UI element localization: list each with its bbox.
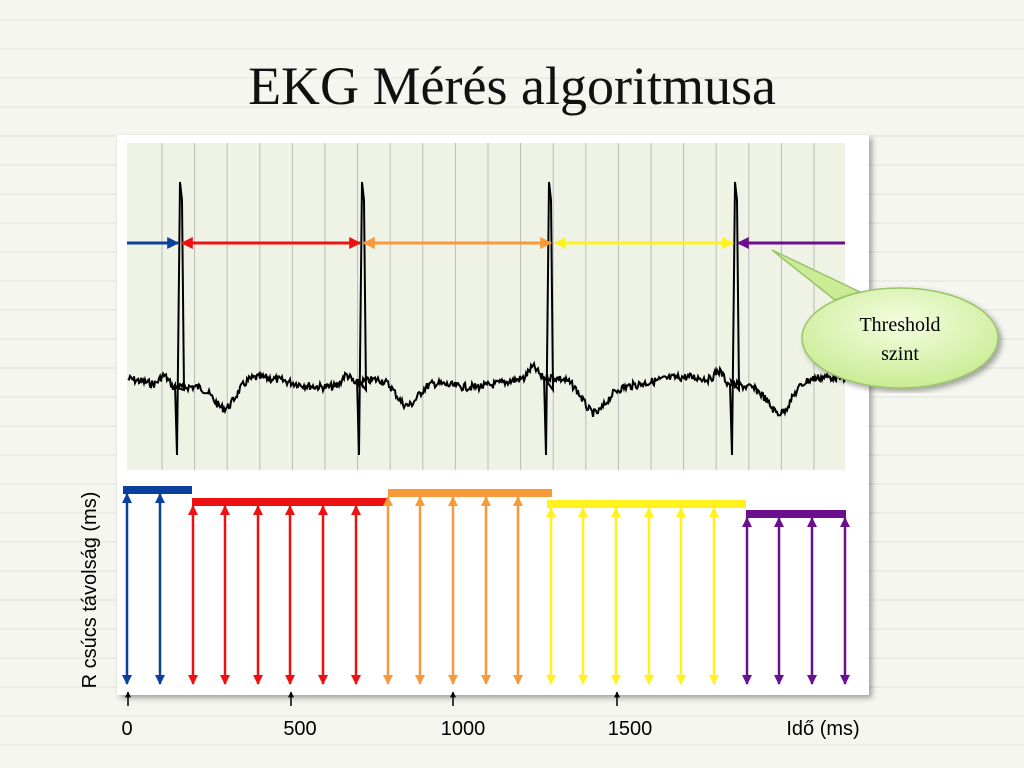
ecg-trace bbox=[127, 181, 846, 456]
x-tick-label: 1500 bbox=[608, 718, 653, 740]
slide-title: EKG Mérés algoritmusa bbox=[248, 56, 776, 116]
grid bbox=[161, 143, 815, 470]
x-tick-label: 500 bbox=[283, 718, 316, 740]
y-axis-label: R csúcs távolság (ms) bbox=[79, 492, 101, 689]
x-axis-label: Idő (ms) bbox=[786, 718, 859, 740]
arrows bbox=[122, 237, 850, 706]
ecg-area bbox=[127, 143, 845, 470]
callout-text: Threshold bbox=[859, 314, 940, 336]
x-tick-label: 0 bbox=[121, 718, 132, 740]
x-tick-label: 1000 bbox=[441, 718, 486, 740]
callout-text: szint bbox=[881, 343, 919, 365]
callout: Threshold szint bbox=[771, 249, 999, 389]
